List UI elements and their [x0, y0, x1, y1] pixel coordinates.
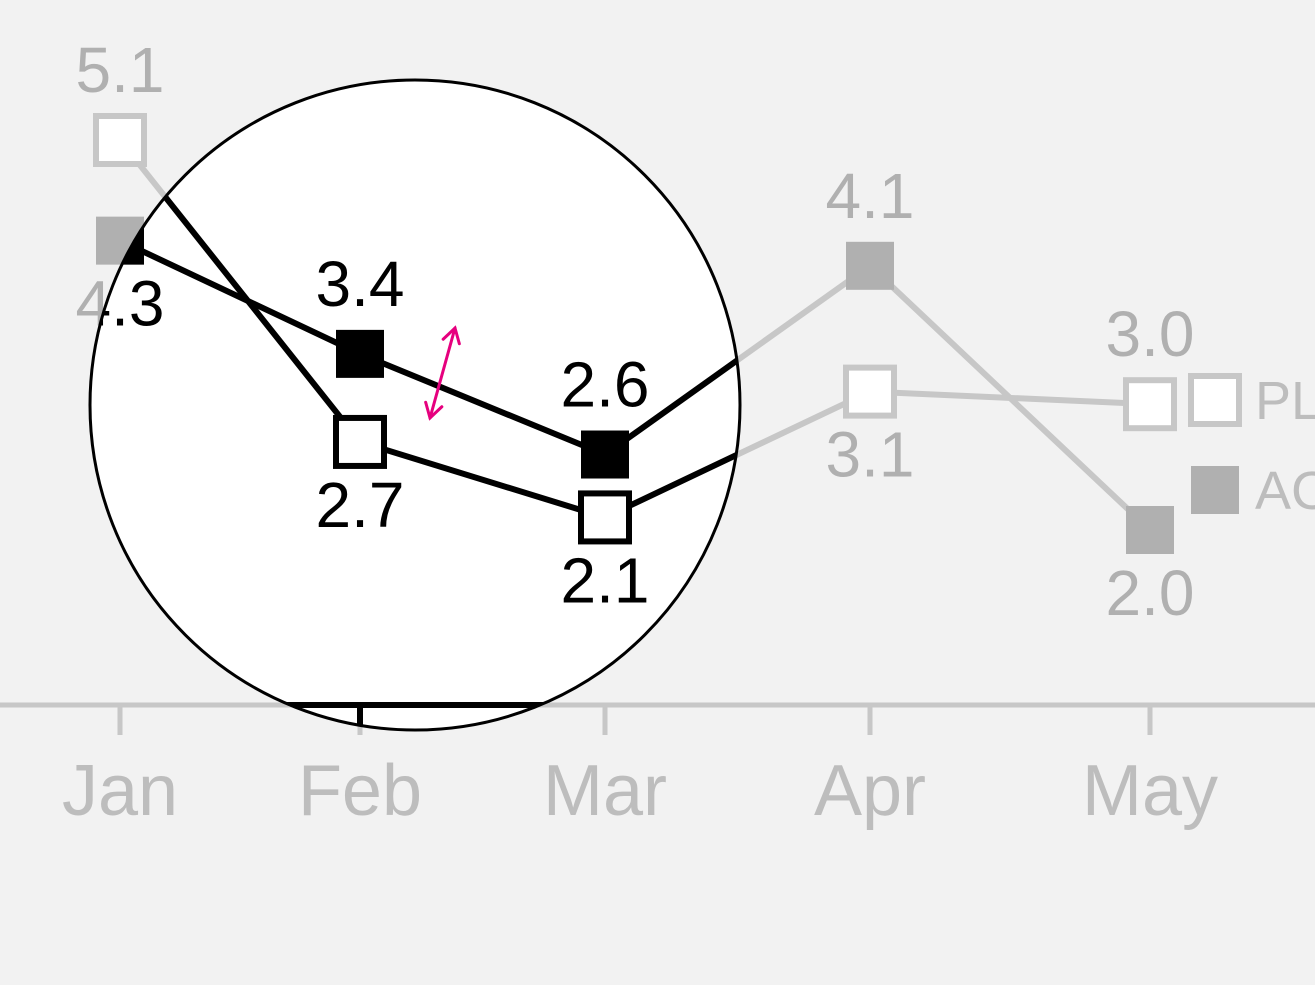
value-label: 4.1 — [826, 160, 915, 232]
legend-label: PL — [1255, 371, 1315, 431]
value-label: 2.6 — [561, 349, 650, 421]
x-tick-label: Apr — [814, 751, 926, 831]
line-chart: JanFebMarAprMay4.33.42.64.12.05.12.72.13… — [0, 0, 1315, 985]
x-tick-label: May — [1082, 751, 1218, 831]
value-label: 3.4 — [316, 248, 405, 320]
square-hollow-icon — [1126, 380, 1174, 428]
x-tick-label: Mar — [543, 751, 667, 831]
square-hollow-icon — [581, 493, 629, 541]
legend-label: AC — [1255, 461, 1315, 521]
square-filled-icon — [846, 242, 894, 290]
value-label: 5.1 — [76, 34, 165, 106]
value-label: 3.0 — [1106, 298, 1195, 370]
square-filled-icon — [1126, 506, 1174, 554]
square-hollow-icon — [1191, 376, 1239, 424]
value-label: 2.7 — [316, 469, 405, 541]
square-hollow-icon — [336, 418, 384, 466]
square-filled-icon — [581, 431, 629, 479]
square-hollow-icon — [96, 116, 144, 164]
value-label: 2.0 — [1106, 557, 1195, 629]
value-label: 2.1 — [561, 544, 650, 616]
value-label: 3.1 — [826, 419, 915, 491]
x-tick-label: Feb — [298, 751, 422, 831]
square-filled-icon — [336, 330, 384, 378]
x-tick-label: Jan — [62, 751, 178, 831]
square-filled-icon — [1191, 466, 1239, 514]
square-hollow-icon — [846, 368, 894, 416]
